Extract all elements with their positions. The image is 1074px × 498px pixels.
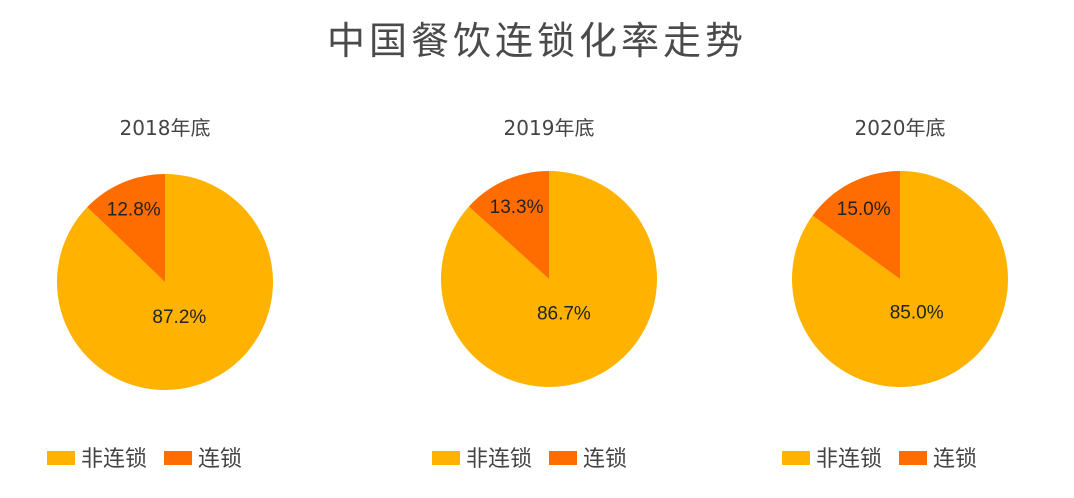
legend-label: 非连锁	[816, 447, 882, 472]
legend-swatch-连锁	[899, 451, 927, 465]
legend-label: 非连锁	[81, 447, 147, 472]
pie-subtitle: 2020年底	[855, 116, 946, 140]
pie-2020年底: 2020年底 85.0% 15.0% 非连锁 连锁	[782, 116, 1008, 472]
slice-label: 85.0%	[890, 303, 944, 324]
slice-label: 87.2%	[152, 307, 206, 328]
legend-label: 非连锁	[466, 447, 532, 472]
pie-slice-连锁	[87, 174, 165, 282]
pie-slice-连锁	[812, 171, 900, 279]
legend-label: 连锁	[583, 447, 627, 472]
chart-title: 中国餐饮连锁化率走势	[327, 19, 747, 63]
pie-subtitle: 2019年底	[504, 116, 595, 140]
legend-swatch-非连锁	[432, 451, 460, 465]
slice-label: 86.7%	[537, 304, 591, 325]
pie-2018年底: 2018年底 87.2% 12.8% 非连锁 连锁	[47, 116, 273, 472]
pie-slice-连锁	[468, 171, 549, 279]
legend: 非连锁 连锁	[47, 447, 242, 472]
pie-slice-非连锁	[791, 171, 1008, 388]
pie-subtitle: 2018年底	[120, 116, 211, 140]
legend-swatch-非连锁	[782, 451, 810, 465]
legend-swatch-非连锁	[47, 451, 75, 465]
legend-label: 连锁	[198, 447, 242, 472]
legend: 非连锁 连锁	[432, 447, 627, 472]
legend-swatch-连锁	[164, 451, 192, 465]
legend-label: 连锁	[933, 447, 977, 472]
legend: 非连锁 连锁	[782, 447, 977, 472]
slice-label: 15.0%	[837, 199, 891, 220]
legend-swatch-连锁	[549, 451, 577, 465]
pie-2019年底: 2019年底 86.7% 13.3% 非连锁 连锁	[432, 116, 657, 472]
slice-label: 13.3%	[490, 197, 544, 218]
slice-label: 12.8%	[107, 199, 161, 220]
